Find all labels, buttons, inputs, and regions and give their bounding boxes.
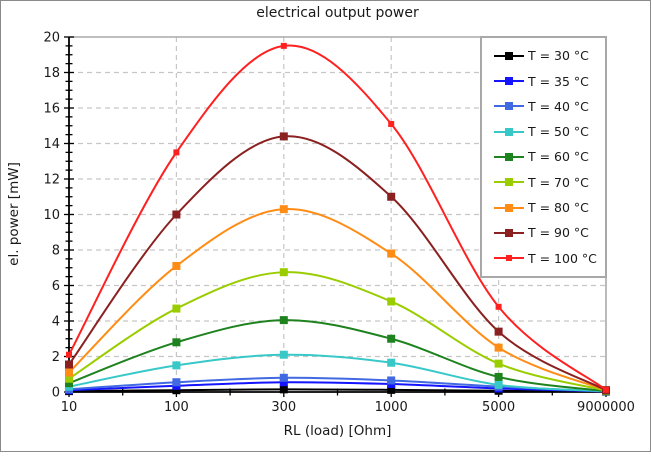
data-point-marker (279, 378, 288, 387)
x-tick-label: 10 (61, 400, 78, 415)
legend-item: T = 40 °C (493, 99, 605, 114)
y-tick-label: 12 (43, 173, 60, 188)
legend-item: T = 100 °C (493, 251, 605, 266)
data-point-marker (279, 268, 288, 277)
y-tick-label: 8 (52, 244, 60, 259)
legend-line-marker-icon (494, 203, 524, 212)
data-point-marker (172, 386, 181, 395)
data-point-marker (387, 376, 396, 385)
data-point-marker (279, 373, 288, 382)
x-tick-label: 5000 (482, 400, 515, 415)
series-line (68, 388, 607, 393)
data-point-marker (494, 359, 503, 368)
data-point-marker (172, 378, 181, 387)
legend-line-marker-icon (494, 152, 524, 161)
legend-label: T = 50 °C (528, 124, 589, 140)
legend-item: T = 50 °C (493, 124, 605, 139)
x-tick-label: 100 (164, 400, 189, 415)
data-point-marker (387, 358, 396, 367)
axes (64, 36, 607, 397)
data-point-marker (279, 205, 288, 214)
data-point-marker (172, 361, 181, 370)
data-point-marker (387, 192, 396, 201)
legend-line-marker-icon (494, 77, 524, 86)
data-point-marker (172, 261, 181, 270)
y-tick-label: 14 (43, 137, 60, 152)
legend-item: T = 70 °C (493, 175, 605, 190)
data-point-marker (66, 351, 72, 358)
data-point-marker (495, 303, 502, 310)
data-point-marker (279, 350, 288, 359)
legend-label: T = 35 °C (528, 73, 589, 89)
legend-item: T = 80 °C (493, 200, 605, 215)
series-70 (65, 268, 610, 395)
x-axis-label: RL (load) [Ohm] (283, 423, 392, 439)
legend-label: T = 80 °C (528, 200, 589, 216)
legend-line-marker-icon (494, 127, 524, 136)
series-line (68, 353, 607, 393)
series-line (68, 381, 607, 393)
x-tick-label: 1000 (375, 400, 408, 415)
legend-line-marker-icon (494, 102, 524, 111)
data-point-marker (172, 304, 181, 313)
data-point-marker (494, 380, 503, 389)
tick-labels: 0 2 4 6 8 10 12 14 16 18 20 10 100 300 1000 5000 9000000 (43, 31, 635, 416)
data-point-marker (494, 327, 503, 336)
legend-item: T = 35 °C (493, 74, 605, 89)
legend-label: T = 70 °C (528, 174, 589, 190)
data-point-marker (65, 360, 73, 369)
x-tick-label: 9000000 (577, 400, 635, 415)
data-point-marker (172, 338, 181, 347)
data-point-marker (494, 343, 503, 352)
series-line (68, 271, 607, 392)
data-point-marker (387, 385, 396, 394)
data-point-marker (173, 149, 180, 156)
y-tick-label: 6 (52, 279, 60, 294)
data-point-marker (388, 120, 395, 127)
data-point-marker (279, 132, 288, 141)
data-point-marker (279, 385, 288, 394)
series-line (68, 135, 607, 392)
data-point-marker (387, 249, 396, 258)
data-point-marker (387, 334, 396, 343)
data-point-marker (280, 42, 287, 49)
legend-item: T = 30 °C (493, 48, 605, 63)
legend-label: T = 60 °C (528, 149, 589, 165)
data-point-marker (65, 374, 73, 383)
data-point-marker (603, 386, 609, 393)
y-tick-label: 18 (43, 66, 60, 81)
data-point-marker (172, 210, 181, 219)
y-tick-label: 16 (43, 102, 60, 117)
series-line (68, 319, 607, 393)
series-line (68, 376, 607, 393)
legend-item: T = 90 °C (493, 225, 605, 240)
data-point-marker (387, 297, 396, 306)
y-tick-label: 10 (43, 208, 60, 223)
y-axis-label: el. power [mW] (6, 162, 22, 266)
legend-line-marker-icon (494, 178, 524, 187)
y-tick-label: 2 (52, 350, 60, 365)
data-point-marker (279, 316, 288, 325)
data-point-marker (65, 379, 73, 388)
series-100 (66, 42, 609, 393)
legend-line-marker-icon (494, 255, 524, 262)
y-tick-label: 4 (52, 315, 60, 330)
legend-item: T = 60 °C (493, 149, 605, 164)
legend-label: T = 90 °C (528, 225, 589, 241)
legend-label: T = 40 °C (528, 98, 589, 114)
legend-line-marker-icon (494, 51, 524, 60)
chart-title: electrical output power (256, 5, 419, 21)
y-tick-label: 20 (43, 31, 60, 46)
legend-label: T = 30 °C (528, 48, 589, 64)
legend-line-marker-icon (494, 228, 524, 237)
x-tick-label: 300 (271, 400, 296, 415)
legend: T = 30 °C T = 35 °C T = 40 °C T = 50 °C T = … (480, 36, 607, 278)
legend-label: T = 100 °C (528, 250, 597, 266)
data-point-marker (494, 372, 503, 381)
data-point-marker (65, 368, 73, 377)
y-tick-label: 0 (52, 386, 60, 401)
